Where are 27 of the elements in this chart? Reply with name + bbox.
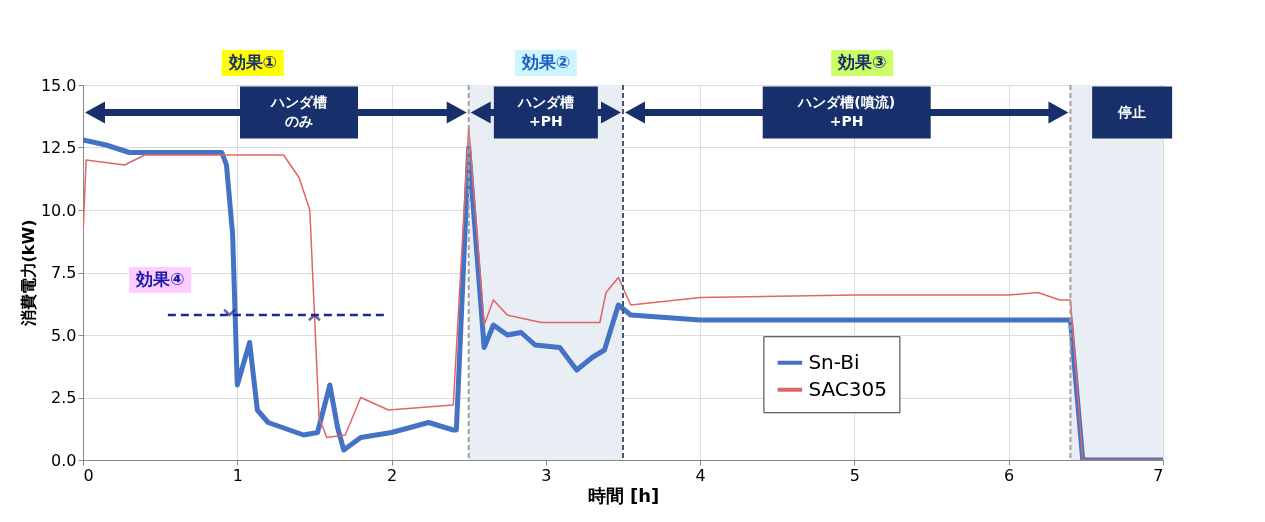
y-tick-label: 7.5 bbox=[51, 263, 77, 282]
y-tick-label: 0.0 bbox=[51, 450, 77, 470]
y-tick-label: 15.0 bbox=[40, 75, 77, 95]
x-tick-label: 4 bbox=[695, 465, 706, 485]
y-tick-label: 12.5 bbox=[40, 138, 77, 157]
x-tick-label: 0 bbox=[83, 465, 94, 485]
y-tick-label: 2.5 bbox=[51, 388, 77, 407]
legend-label: Sn-Bi bbox=[808, 349, 860, 374]
annotation: 停止 bbox=[1117, 103, 1147, 120]
x-tick-label: 6 bbox=[1004, 465, 1015, 485]
legend-label: SAC305 bbox=[808, 376, 887, 401]
text: 効果① bbox=[227, 52, 277, 72]
annotation: ハンダ槽のみ bbox=[270, 94, 327, 129]
x-tick-label: 3 bbox=[541, 465, 552, 485]
x-tick-label: 2 bbox=[386, 465, 398, 485]
x-tick-label: 5 bbox=[849, 465, 861, 485]
x-tick-label: 7 bbox=[1153, 465, 1164, 485]
annotation: ハンダ槽(噴流)+PH bbox=[797, 94, 896, 129]
text: 効果② bbox=[520, 52, 571, 72]
y-axis-title: 消費電力(kW) bbox=[18, 219, 38, 328]
x-tick-label: 1 bbox=[232, 465, 243, 485]
annotation: 効果④ bbox=[134, 269, 185, 289]
y-tick-label: 10.0 bbox=[40, 200, 77, 220]
x-axis-title: 時間 [h] bbox=[587, 484, 660, 506]
text: 効果③ bbox=[836, 52, 887, 72]
annotation: ハンダ槽+PH bbox=[516, 94, 574, 129]
y-tick-label: 5.0 bbox=[51, 325, 77, 345]
